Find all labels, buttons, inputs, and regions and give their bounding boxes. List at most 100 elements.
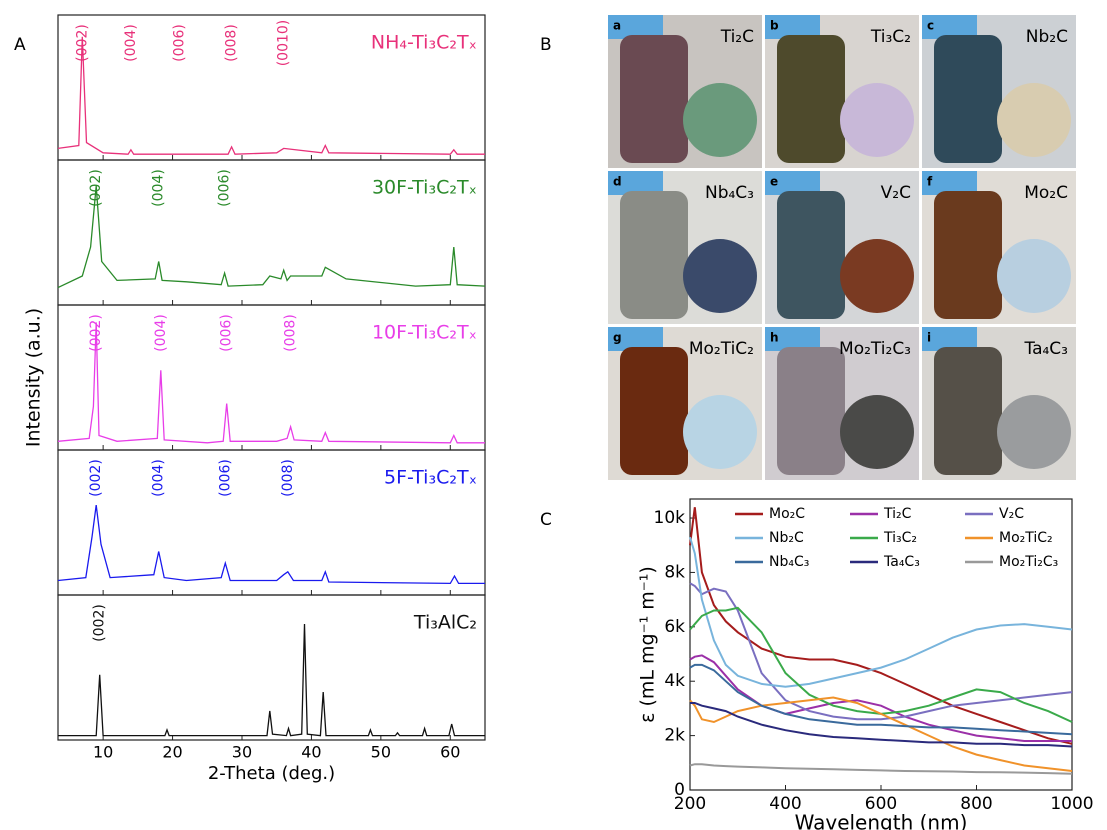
film-disk (840, 83, 914, 157)
x-tick-label: 60 (440, 743, 460, 762)
photo-letter: h (770, 331, 779, 345)
y-tick-label: 4k (664, 671, 685, 691)
pattern-label: 10F-Ti₃C₂Tₓ (372, 322, 477, 344)
pattern-label: Ti₃AlC₂ (413, 612, 477, 634)
photo-letter: a (613, 19, 621, 33)
legend-label: Mo₂TiC₂ (999, 530, 1053, 546)
x-tick-label: 400 (769, 794, 801, 814)
panel-letter: C (540, 510, 552, 530)
peak-label: (002) (88, 459, 104, 497)
y-tick-label: 2k (664, 726, 685, 746)
photo-letter: e (770, 175, 778, 189)
pattern-label: 30F-Ti₃C₂Tₓ (372, 177, 477, 199)
photo-label: Ta₄C₃ (1024, 339, 1069, 359)
spectrum-line (689, 663, 1073, 736)
y-tick-label: 8k (664, 562, 685, 582)
panel-letter: B (540, 35, 552, 55)
spectrum-line (689, 606, 1073, 723)
x-tick-label: 800 (960, 794, 992, 814)
photo-label: Mo₂Ti₂C₃ (839, 339, 911, 359)
xrd-pattern (57, 505, 485, 585)
peak-label: (002) (88, 314, 104, 352)
xrd-pattern (57, 36, 485, 155)
spectrum-line (689, 507, 1073, 745)
legend-label: Ti₂C (883, 506, 912, 522)
peak-label: (002) (92, 604, 108, 642)
y-tick-label: 0 (674, 780, 685, 800)
film-disk (683, 239, 757, 313)
xrd-pattern (57, 322, 485, 444)
vial (620, 191, 688, 319)
x-tick-label: 200 (674, 794, 706, 814)
photo-letter: f (927, 175, 933, 189)
legend-label: Ti₃C₂ (883, 530, 917, 546)
y-axis-title: ε (mL mg⁻¹ m⁻¹) (637, 566, 659, 723)
panel-letter: A (14, 35, 26, 55)
film-disk (997, 395, 1071, 469)
peak-label: (006) (219, 314, 235, 352)
photo-label: Ti₃C₂ (870, 27, 911, 47)
peak-label: (008) (280, 459, 296, 497)
peak-label: (0010) (276, 20, 292, 67)
spectrum-line (689, 763, 1073, 775)
film-disk (840, 239, 914, 313)
photo-label: V₂C (881, 183, 911, 203)
x-tick-label: 20 (162, 743, 182, 762)
film-disk (683, 83, 757, 157)
spectrum-line (689, 654, 1072, 742)
spectrum-line (689, 696, 1073, 772)
vial (777, 347, 845, 475)
peak-label: (004) (153, 314, 169, 352)
vial (934, 191, 1002, 319)
film-disk (683, 395, 757, 469)
vial (934, 347, 1002, 475)
peak-label: (006) (172, 24, 188, 62)
photo-label: Ti₂C (720, 27, 754, 47)
x-axis-title: Wavelength (nm) (795, 811, 968, 830)
vial (620, 35, 688, 163)
photo-label: Mo₂C (1024, 183, 1068, 203)
film-disk (997, 83, 1071, 157)
photo-letter: b (770, 19, 779, 33)
film-disk (997, 239, 1071, 313)
peak-label: (004) (123, 24, 139, 62)
legend-label: Nb₂C (769, 530, 804, 546)
peak-label: (004) (151, 169, 167, 207)
peak-label: (002) (74, 24, 90, 62)
photo-label: Nb₄C₃ (705, 183, 754, 203)
x-tick-label: 10 (93, 743, 113, 762)
vial (777, 191, 845, 319)
film-disk (840, 395, 914, 469)
peak-label: (002) (88, 169, 104, 207)
legend-label: Mo₂C (769, 506, 805, 522)
vial (620, 347, 688, 475)
y-tick-label: 6k (664, 617, 685, 637)
peak-label: (008) (224, 24, 240, 62)
x-tick-label: 40 (301, 743, 321, 762)
vial (934, 35, 1002, 163)
x-tick-label: 1000 (1050, 794, 1093, 814)
legend-label: V₂C (999, 506, 1024, 522)
legend-label: Mo₂Ti₂C₃ (999, 554, 1058, 570)
peak-label: (008) (283, 314, 299, 352)
photo-letter: g (613, 331, 622, 345)
legend-label: Ta₄C₃ (883, 554, 920, 570)
y-tick-label: 10k (654, 508, 686, 528)
xrd-pattern (57, 186, 486, 289)
photo-letter: i (927, 331, 931, 345)
peak-label: (004) (151, 459, 167, 497)
x-tick-label: 600 (865, 794, 897, 814)
x-tick-label: 30 (232, 743, 252, 762)
spectrum-line (689, 582, 1073, 721)
legend-label: Nb₄C₃ (769, 554, 809, 570)
peak-label: (006) (217, 169, 233, 207)
spectrum-line (690, 702, 1073, 748)
peak-label: (006) (217, 459, 233, 497)
photo-letter: c (927, 19, 934, 33)
photo-letter: d (613, 175, 622, 189)
subplot-frame (57, 594, 486, 741)
pattern-label: 5F-Ti₃C₂Tₓ (384, 467, 477, 489)
y-axis-title: Intensity (a.u.) (23, 308, 45, 447)
spectrum-line (689, 536, 1073, 688)
